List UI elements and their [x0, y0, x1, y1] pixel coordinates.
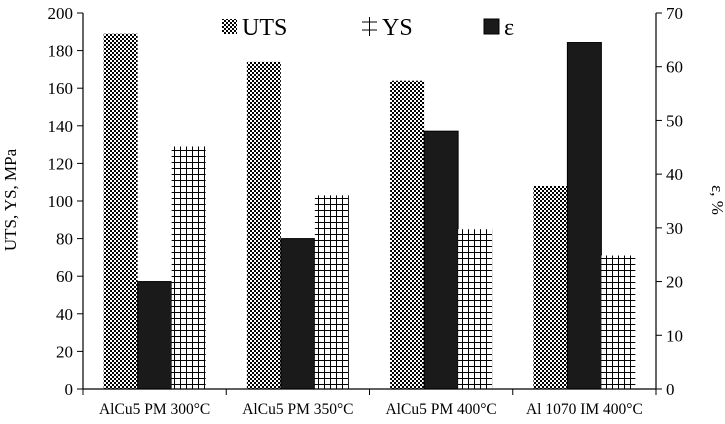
bar-uts — [390, 80, 425, 390]
bar-ys — [458, 229, 493, 389]
y2-tick-label: 50 — [666, 111, 683, 130]
x-tick-label: AlCu5 PM 300°C — [99, 401, 210, 418]
legend-label: ε — [504, 15, 514, 41]
legend-swatch — [362, 17, 377, 36]
bar- — [280, 238, 316, 390]
bar- — [423, 130, 459, 390]
bar-ys — [314, 195, 349, 389]
legend-label: UTS — [242, 15, 287, 41]
bar- — [566, 42, 602, 390]
legend-label: YS — [382, 15, 413, 41]
legend: UTS YS ε — [222, 15, 514, 41]
y-tick-label: 80 — [56, 230, 73, 249]
bar-uts — [103, 33, 138, 390]
bar-ys — [171, 146, 206, 389]
y2-tick-label: 10 — [666, 326, 683, 345]
y-tick-label: 160 — [48, 79, 74, 98]
legend-swatch — [222, 19, 237, 34]
y-tick-label: 60 — [56, 267, 73, 286]
bar- — [137, 281, 173, 390]
y-tick-label: 120 — [48, 154, 74, 173]
y-tick-label: 180 — [48, 42, 74, 61]
y-tick-label: 0 — [65, 380, 74, 399]
bar-uts — [533, 185, 568, 389]
y-axis-title: UTS, YS, MPa — [1, 148, 20, 251]
y2-tick-label: 0 — [666, 380, 675, 399]
legend-swatch — [483, 18, 500, 35]
y2-axis-title: ε, % — [708, 185, 725, 215]
bars-layer — [103, 33, 636, 390]
y-tick-label: 200 — [48, 4, 74, 23]
x-tick-label: Al 1070 IM 400°C — [526, 401, 643, 418]
y-tick-label: 140 — [48, 117, 74, 136]
y-tick-label: 100 — [48, 192, 74, 211]
y2-tick-label: 60 — [666, 58, 683, 77]
bar-uts — [246, 61, 281, 389]
bar-ys — [601, 255, 636, 389]
x-tick-label: AlCu5 PM 350°C — [242, 401, 353, 418]
y-tick-label: 40 — [56, 305, 73, 324]
x-tick-label: AlCu5 PM 400°C — [385, 401, 496, 418]
y-tick-label: 20 — [56, 342, 73, 361]
y2-tick-label: 40 — [666, 165, 683, 184]
y2-tick-label: 20 — [666, 273, 683, 292]
axes-layer: 0 20 40 60 80 100 120 140 160 180 200 0 10 20 30 40 50 60… — [48, 4, 684, 418]
y2-tick-label: 70 — [666, 4, 683, 23]
y2-tick-label: 30 — [666, 219, 683, 238]
